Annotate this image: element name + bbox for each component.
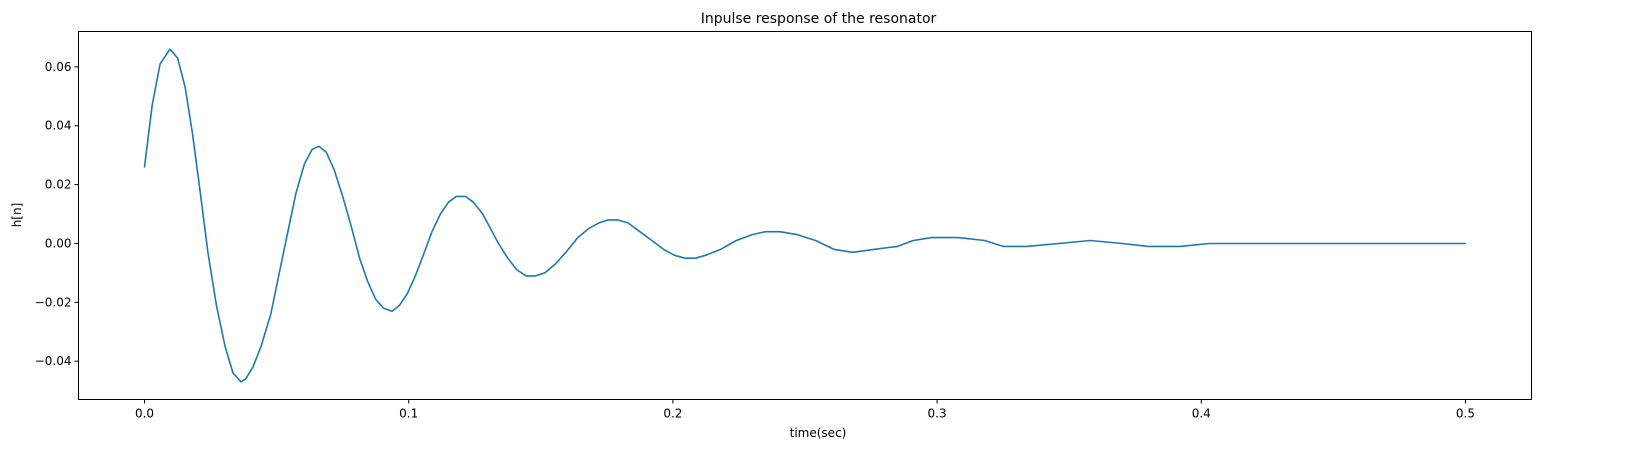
series-line: [143, 48, 1467, 383]
y-tick-label: −0.02: [35, 295, 72, 309]
plot-area-frame: [78, 31, 1532, 400]
y-axis: −0.04 −0.02 0.00 0.02 0.04 0.06: [35, 60, 79, 368]
x-axis-label: time(sec): [790, 426, 847, 440]
x-tick-label: 0.2: [663, 407, 682, 421]
x-tick-label: 0.3: [928, 407, 947, 421]
x-tick-label: 0.4: [1192, 407, 1211, 421]
x-tick-label: 0.0: [135, 407, 154, 421]
y-tick-label: 0.06: [45, 60, 72, 74]
y-tick-label: −0.04: [35, 354, 72, 368]
x-tick-label: 0.5: [1456, 407, 1475, 421]
x-tick-label: 0.1: [399, 407, 418, 421]
x-axis: 0.0 0.1 0.2 0.3 0.4 0.5: [135, 399, 1475, 421]
y-tick-label: 0.00: [45, 236, 72, 250]
chart-title: Inpulse response of the resonator: [701, 11, 937, 27]
series-layer: [143, 48, 1467, 383]
y-tick-label: 0.04: [45, 119, 72, 133]
y-tick-label: 0.02: [45, 178, 72, 192]
y-axis-label: h[n]: [10, 203, 24, 228]
